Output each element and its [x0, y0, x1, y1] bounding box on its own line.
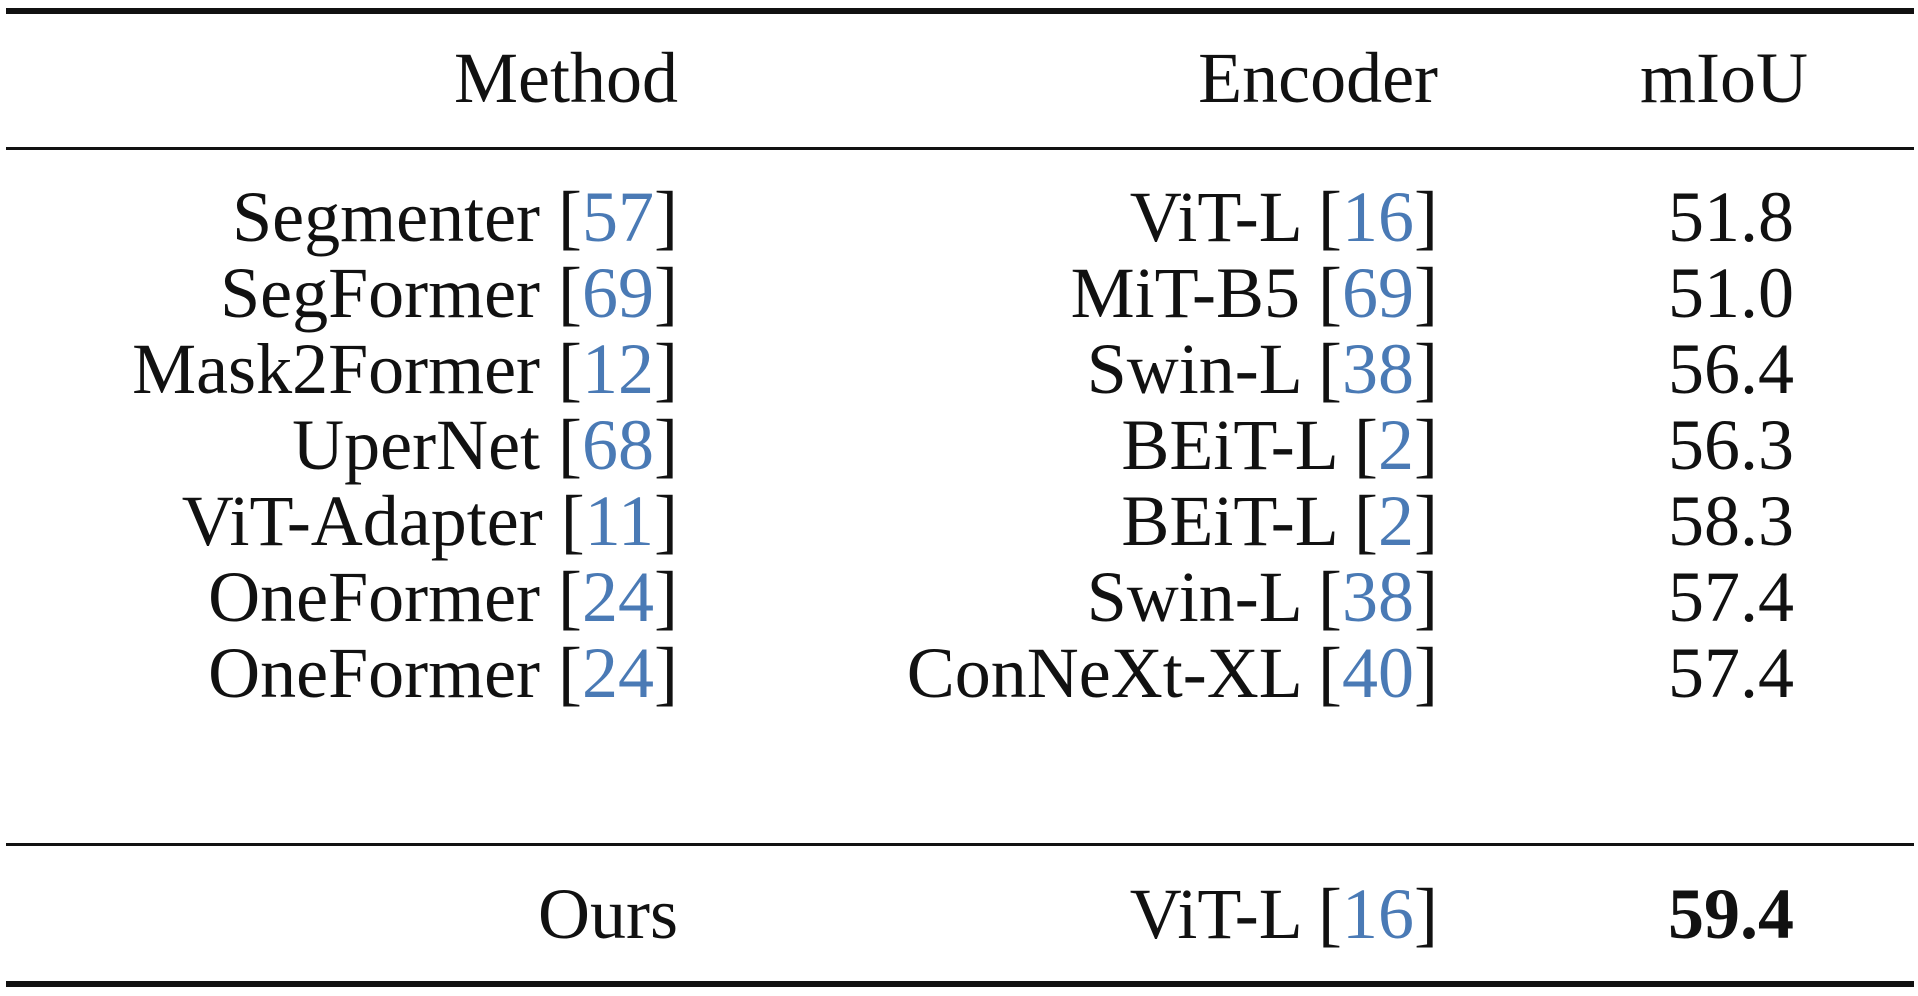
encoder-name: BEiT-L — [1121, 481, 1337, 561]
method-name: Segmenter — [232, 177, 541, 257]
method-name: OneFormer — [208, 633, 541, 713]
citation-link[interactable]: 24 — [582, 557, 655, 637]
table-row-encoder: MiT-B5 [69] — [1070, 253, 1438, 333]
citation-link[interactable]: 38 — [1342, 329, 1415, 409]
citation-link[interactable]: 11 — [584, 481, 655, 561]
header-miou: mIoU — [1640, 38, 1808, 118]
header-rule — [6, 147, 1914, 150]
method-name: Mask2Former — [132, 329, 541, 409]
citation-link[interactable]: 12 — [582, 329, 655, 409]
table-row-miou: 58.3 — [1668, 481, 1794, 561]
table-row-method: ViT-Adapter [11] — [181, 481, 678, 561]
method-name: SegFormer — [220, 253, 541, 333]
citation-link[interactable]: 16 — [1342, 874, 1415, 954]
encoder-name: ViT-L — [1129, 874, 1301, 954]
header-encoder: Encoder — [1198, 38, 1438, 118]
table-row-method: OneFormer [24] — [208, 557, 678, 637]
table-row-method: OneFormer [24] — [208, 633, 678, 713]
table-row-encoder: ViT-L [16] — [1129, 177, 1438, 257]
encoder-name: Swin-L — [1086, 329, 1301, 409]
table-row-encoder: ConNeXt-XL [40] — [906, 633, 1438, 713]
table-row-miou: 57.4 — [1668, 557, 1794, 637]
bottom-rule — [6, 981, 1914, 987]
citation-link[interactable]: 57 — [582, 177, 655, 257]
citation-link[interactable]: 68 — [582, 405, 655, 485]
table-row-method: Segmenter [57] — [232, 177, 678, 257]
encoder-name: ViT-L — [1129, 177, 1301, 257]
ours-miou: 59.4 — [1668, 874, 1794, 954]
table-row-miou: 56.3 — [1668, 405, 1794, 485]
ours-encoder: ViT-L [16] — [1129, 874, 1438, 954]
ours-separator-rule — [6, 843, 1914, 846]
ours-method: Ours — [538, 874, 678, 954]
table-row-encoder: BEiT-L [2] — [1121, 405, 1438, 485]
encoder-name: MiT-B5 — [1070, 253, 1301, 333]
citation-link[interactable]: 16 — [1342, 177, 1415, 257]
method-name: ViT-Adapter — [181, 481, 543, 561]
citation-link[interactable]: 2 — [1378, 405, 1415, 485]
method-name: UperNet — [292, 405, 541, 485]
table-row-miou: 56.4 — [1668, 329, 1794, 409]
table-row-miou: 51.8 — [1668, 177, 1794, 257]
table-row-method: SegFormer [69] — [220, 253, 678, 333]
method-name: OneFormer — [208, 557, 541, 637]
table-row-method: Mask2Former [12] — [132, 329, 678, 409]
top-rule — [6, 8, 1914, 14]
encoder-name: Swin-L — [1086, 557, 1301, 637]
header-method: Method — [454, 38, 678, 118]
citation-link[interactable]: 69 — [582, 253, 655, 333]
table-row-encoder: Swin-L [38] — [1086, 329, 1438, 409]
citation-link[interactable]: 69 — [1342, 253, 1415, 333]
table-row-miou: 51.0 — [1668, 253, 1794, 333]
citation-link[interactable]: 24 — [582, 633, 655, 713]
encoder-name: BEiT-L — [1121, 405, 1337, 485]
citation-link[interactable]: 2 — [1378, 481, 1415, 561]
table-row-miou: 57.4 — [1668, 633, 1794, 713]
table-row-encoder: Swin-L [38] — [1086, 557, 1438, 637]
citation-link[interactable]: 40 — [1342, 633, 1415, 713]
table-row-method: UperNet [68] — [292, 405, 678, 485]
citation-link[interactable]: 38 — [1342, 557, 1415, 637]
encoder-name: ConNeXt-XL — [906, 633, 1301, 713]
table-row-encoder: BEiT-L [2] — [1121, 481, 1438, 561]
